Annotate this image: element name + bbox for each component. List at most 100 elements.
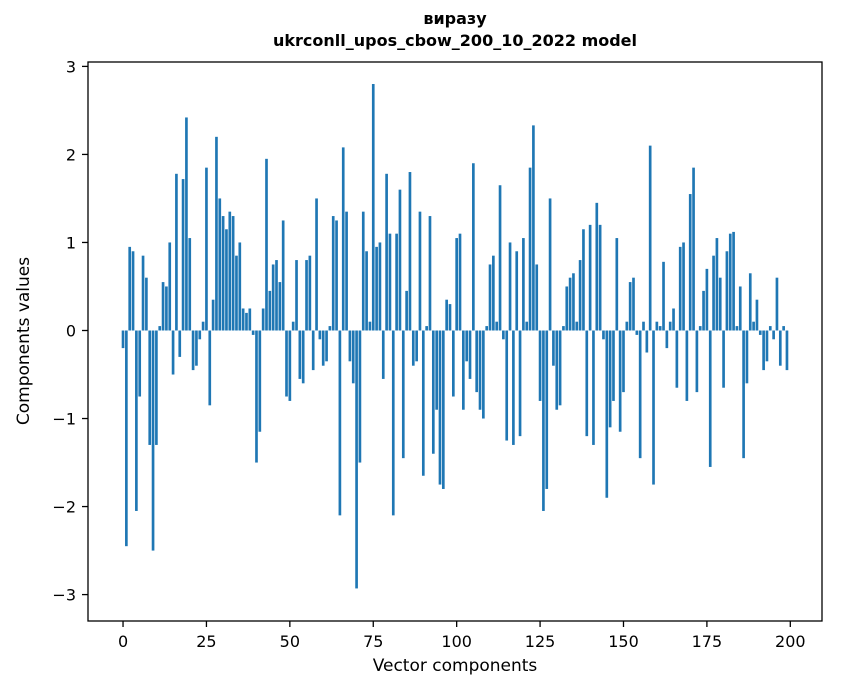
bar bbox=[768, 326, 772, 331]
bar bbox=[548, 198, 552, 331]
bar bbox=[458, 233, 462, 331]
bar bbox=[445, 299, 448, 331]
bar bbox=[218, 198, 222, 331]
bar bbox=[748, 273, 752, 331]
bar bbox=[778, 330, 782, 366]
bar bbox=[435, 330, 438, 410]
bar bbox=[195, 330, 198, 366]
bar bbox=[171, 330, 175, 375]
bar bbox=[588, 224, 592, 331]
bar bbox=[698, 326, 702, 331]
bar bbox=[175, 173, 178, 331]
bar bbox=[325, 330, 328, 362]
bar bbox=[285, 330, 288, 397]
bar bbox=[161, 282, 165, 331]
y-tick-label: 1 bbox=[66, 233, 76, 252]
bar bbox=[595, 202, 599, 331]
bar bbox=[598, 224, 602, 331]
bar bbox=[248, 308, 252, 331]
bar bbox=[635, 330, 639, 335]
bar bbox=[421, 330, 425, 476]
bar bbox=[225, 229, 228, 331]
bar bbox=[735, 326, 739, 331]
bar bbox=[365, 251, 368, 331]
bar bbox=[525, 321, 529, 331]
bar bbox=[245, 312, 248, 331]
bar bbox=[208, 330, 212, 406]
bar bbox=[732, 231, 735, 331]
bar bbox=[398, 189, 402, 331]
bar bbox=[648, 145, 652, 331]
bar bbox=[258, 330, 262, 432]
bar bbox=[555, 330, 559, 410]
bar bbox=[345, 211, 348, 331]
bar bbox=[205, 167, 208, 331]
bar bbox=[518, 330, 522, 437]
bar bbox=[298, 330, 302, 379]
bar bbox=[355, 330, 358, 589]
bar bbox=[145, 277, 148, 331]
bar bbox=[375, 246, 378, 331]
bar bbox=[668, 321, 672, 331]
bar bbox=[645, 330, 649, 353]
bar bbox=[718, 277, 722, 331]
bar bbox=[772, 330, 775, 340]
bar bbox=[758, 330, 762, 335]
bar bbox=[512, 330, 515, 445]
bar bbox=[712, 255, 715, 331]
bar bbox=[678, 246, 682, 331]
bar bbox=[128, 246, 132, 331]
bar bbox=[472, 163, 475, 331]
bar bbox=[482, 330, 485, 419]
bar bbox=[705, 268, 709, 331]
bar bbox=[602, 330, 605, 340]
bar bbox=[338, 330, 342, 516]
bar bbox=[775, 277, 779, 331]
bar bbox=[358, 330, 362, 463]
bar bbox=[655, 321, 659, 331]
bar bbox=[765, 330, 769, 362]
bar bbox=[528, 167, 532, 331]
bar bbox=[238, 242, 242, 331]
bar bbox=[728, 233, 732, 331]
bar bbox=[385, 173, 388, 331]
bar bbox=[418, 211, 422, 331]
bar bbox=[488, 264, 492, 331]
bar bbox=[745, 330, 749, 384]
bar bbox=[361, 211, 365, 331]
bar bbox=[305, 260, 308, 331]
bar bbox=[738, 286, 742, 331]
bar bbox=[585, 330, 589, 437]
bar bbox=[268, 290, 272, 331]
bar bbox=[211, 299, 215, 331]
bar bbox=[275, 260, 278, 331]
x-tick-label: 50 bbox=[280, 632, 300, 651]
bar bbox=[495, 321, 499, 331]
bar bbox=[492, 255, 495, 331]
bar bbox=[615, 238, 619, 331]
chart-title-block: виразу ukrconll_upos_cbow_200_10_2022 mo… bbox=[88, 8, 822, 51]
bar bbox=[692, 167, 695, 331]
bar bbox=[638, 330, 642, 459]
bar bbox=[201, 321, 205, 331]
bar bbox=[562, 326, 565, 331]
bar bbox=[785, 330, 789, 371]
bar bbox=[608, 330, 612, 428]
bar bbox=[138, 330, 142, 397]
x-tick-label: 150 bbox=[608, 632, 639, 651]
bar bbox=[181, 179, 185, 331]
bar bbox=[702, 290, 705, 331]
y-tick-label: −1 bbox=[52, 410, 76, 429]
bar bbox=[135, 330, 138, 511]
x-axis-label: Vector components bbox=[372, 656, 538, 676]
bar bbox=[185, 117, 188, 331]
bar bbox=[315, 198, 318, 331]
bar bbox=[572, 273, 575, 331]
bar bbox=[308, 255, 312, 331]
bar bbox=[215, 136, 218, 331]
bar bbox=[452, 330, 455, 397]
x-tick-label: 75 bbox=[363, 632, 383, 651]
bar bbox=[231, 216, 235, 331]
bar bbox=[575, 321, 579, 331]
